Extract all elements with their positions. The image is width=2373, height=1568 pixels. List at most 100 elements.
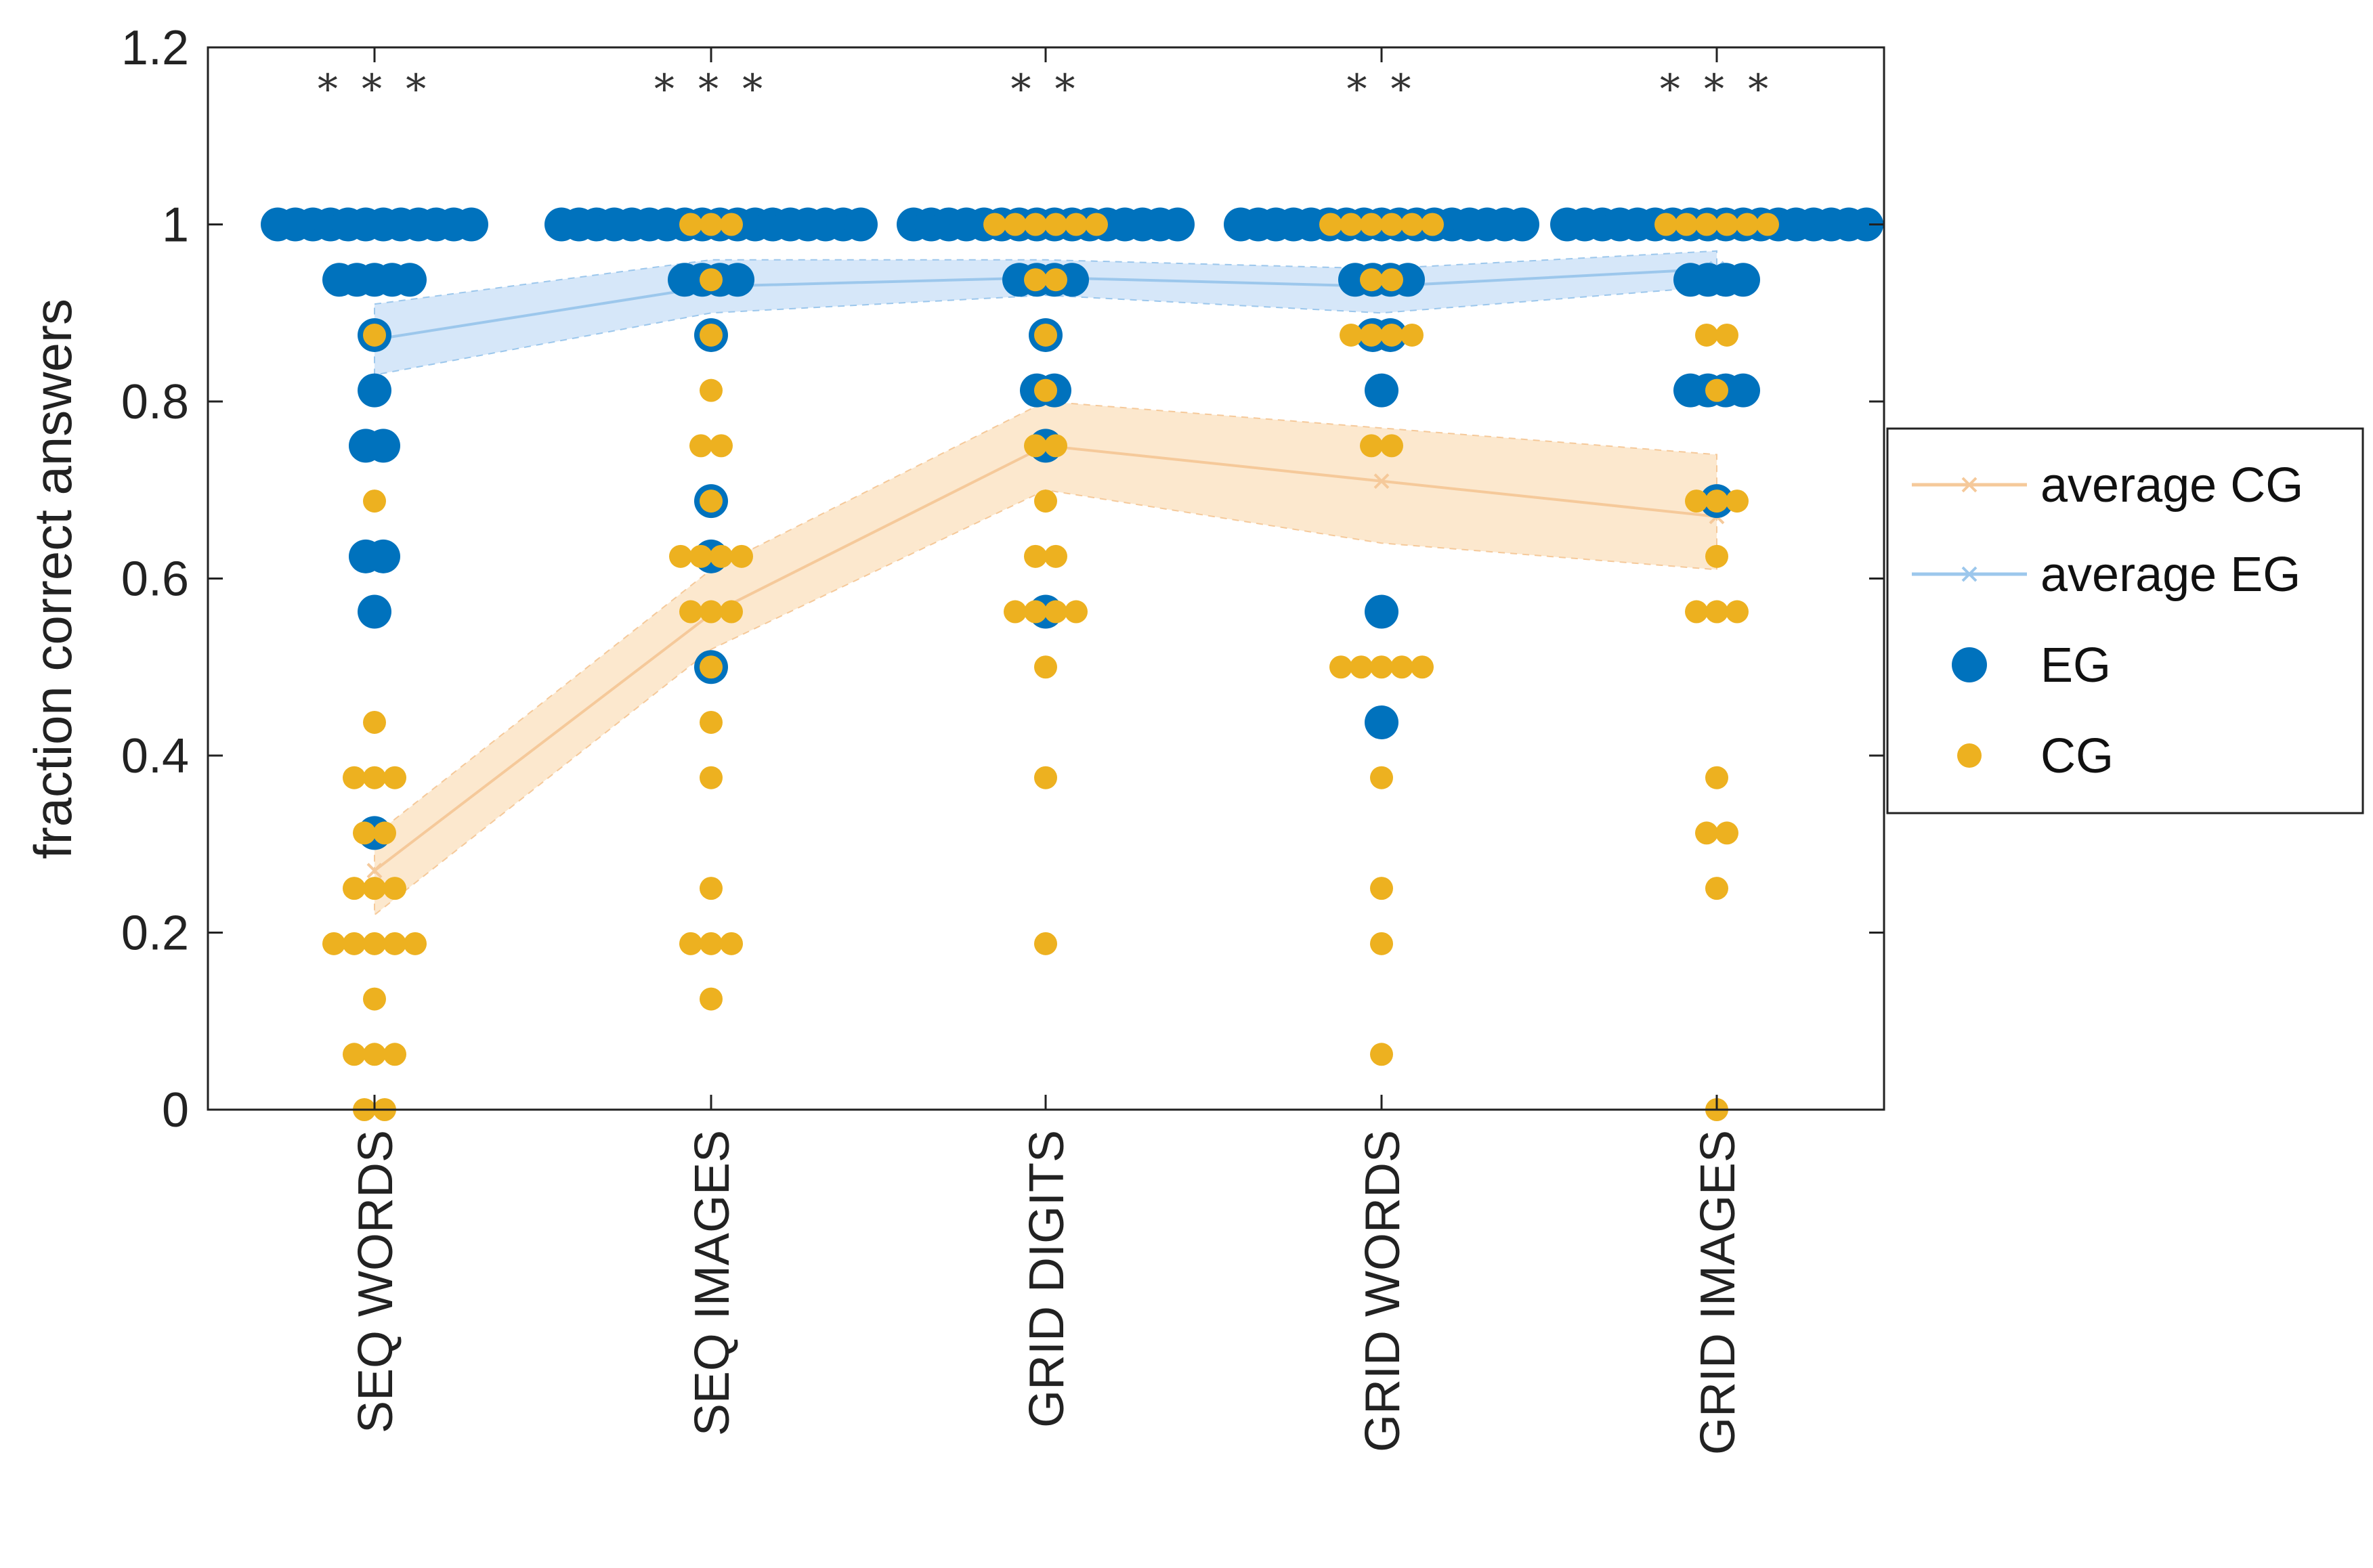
x-tick-label-grid-words: GRID WORDS	[1356, 1130, 1410, 1452]
data-point-eg	[454, 207, 488, 242]
data-point-cg	[1044, 268, 1067, 292]
significance-label-grid-words: * *	[1346, 66, 1416, 113]
significance-label-grid-digits: * *	[1010, 66, 1080, 113]
data-point-cg	[669, 544, 692, 568]
data-point-cg	[720, 213, 743, 236]
data-point-eg	[1365, 705, 1398, 739]
data-point-cg	[1024, 434, 1047, 458]
y-tick-label: 1.2	[121, 21, 189, 75]
data-point-cg	[1044, 213, 1067, 236]
data-point-cg	[363, 323, 386, 347]
data-point-cg	[1726, 600, 1749, 624]
data-point-eg	[1726, 373, 1760, 408]
y-axis-title: fraction correct answers	[23, 299, 83, 859]
data-point-cg	[710, 434, 733, 458]
significance-label-grid-images: * * *	[1660, 66, 1774, 113]
data-point-cg	[700, 268, 723, 292]
data-point-eg	[393, 263, 427, 297]
data-point-cg	[1360, 323, 1383, 347]
data-point-cg	[1370, 932, 1393, 955]
data-point-cg	[1715, 213, 1738, 236]
data-point-cg	[1044, 600, 1067, 624]
data-point-cg	[383, 766, 406, 789]
data-point-cg	[720, 600, 743, 624]
data-point-eg	[721, 263, 754, 297]
data-point-cg	[720, 932, 743, 955]
data-point-cg	[983, 213, 1006, 236]
data-point-cg	[383, 877, 406, 900]
data-point-cg	[700, 877, 723, 900]
data-point-cg	[1380, 323, 1403, 347]
data-point-cg	[1034, 655, 1057, 679]
data-point-eg	[844, 207, 878, 242]
data-point-eg	[366, 539, 400, 573]
data-point-cg	[1736, 213, 1759, 236]
y-tick-label: 0.4	[121, 729, 189, 783]
legend-marker-average-eg	[1961, 566, 1977, 582]
data-point-cg	[700, 213, 723, 236]
data-point-cg	[1380, 434, 1403, 458]
data-point-cg	[1004, 213, 1027, 236]
x-tick-label-seq-images: SEQ IMAGES	[685, 1130, 740, 1436]
data-point-cg	[1705, 766, 1728, 789]
y-tick-label: 0.6	[121, 552, 189, 607]
legend-label-cg: CG	[2040, 729, 2114, 783]
legend-label-average-cg: average CG	[2040, 458, 2303, 513]
data-point-cg	[679, 932, 702, 955]
data-point-cg	[1319, 213, 1342, 236]
data-point-cg	[1685, 489, 1708, 513]
data-point-cg	[700, 766, 723, 789]
data-point-cg	[1329, 655, 1352, 679]
data-point-cg	[1034, 766, 1057, 789]
legend-entry-cg: CG	[1957, 729, 2114, 783]
y-tick-label: 1	[162, 198, 189, 253]
data-point-eg	[366, 429, 400, 463]
data-point-cg	[1756, 213, 1779, 236]
data-point-cg	[1044, 434, 1067, 458]
data-point-cg	[700, 323, 723, 347]
data-point-cg	[1065, 213, 1088, 236]
data-point-cg	[1695, 213, 1718, 236]
data-point-cg	[1350, 655, 1373, 679]
data-point-cg	[1034, 323, 1057, 347]
data-point-cg	[1370, 1043, 1393, 1066]
data-point-cg	[1390, 655, 1413, 679]
data-point-cg	[343, 932, 366, 955]
data-point-cg	[1421, 213, 1444, 236]
data-point-eg	[358, 373, 391, 408]
series-marker-average-cg	[366, 863, 383, 879]
data-point-cg	[1360, 213, 1383, 236]
legend-marker-average-cg	[1961, 477, 1977, 493]
legend-marker-eg	[1952, 647, 1987, 682]
data-point-cg	[1085, 213, 1108, 236]
data-point-cg	[1024, 544, 1047, 568]
data-point-cg	[1654, 213, 1677, 236]
data-point-cg	[1695, 323, 1718, 347]
data-point-cg	[1360, 434, 1383, 458]
data-point-cg	[322, 932, 345, 955]
data-point-cg	[1380, 213, 1403, 236]
data-point-cg	[373, 821, 396, 845]
data-point-cg	[1065, 600, 1088, 624]
data-point-cg	[1695, 821, 1718, 845]
data-point-cg	[1370, 655, 1393, 679]
data-point-cg	[679, 600, 702, 624]
data-point-cg	[700, 932, 723, 955]
data-point-cg	[1705, 378, 1728, 402]
y-tick-label: 0.8	[121, 375, 189, 429]
data-point-cg	[1401, 323, 1424, 347]
significance-label-seq-images: * * *	[654, 66, 768, 113]
x-tick-label-grid-digits: GRID DIGITS	[1020, 1130, 1074, 1428]
data-point-cg	[363, 766, 386, 789]
data-point-cg	[710, 544, 733, 568]
data-point-cg	[1340, 323, 1363, 347]
data-point-cg	[1685, 600, 1708, 624]
data-point-cg	[353, 821, 376, 845]
data-point-cg	[404, 932, 427, 955]
data-point-cg	[363, 987, 386, 1011]
data-point-cg	[1715, 821, 1738, 845]
data-point-cg	[679, 213, 702, 236]
data-point-cg	[689, 544, 712, 568]
data-point-cg	[1411, 655, 1434, 679]
